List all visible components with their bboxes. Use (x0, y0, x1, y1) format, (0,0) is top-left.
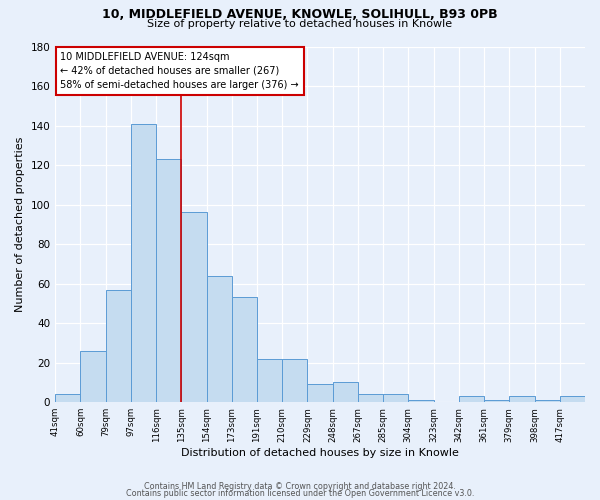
Bar (257, 358, 282, 402)
Bar (383, 394, 409, 402)
Text: Size of property relative to detached houses in Knowle: Size of property relative to detached ho… (148, 19, 452, 29)
Bar (509, 396, 535, 402)
Bar (459, 396, 484, 402)
Bar (560, 396, 585, 402)
Bar (181, 212, 206, 402)
Bar (409, 400, 434, 402)
Y-axis label: Number of detached properties: Number of detached properties (15, 136, 25, 312)
Bar (156, 159, 181, 402)
Text: Contains public sector information licensed under the Open Government Licence v3: Contains public sector information licen… (126, 490, 474, 498)
Text: 10 MIDDLEFIELD AVENUE: 124sqm
← 42% of detached houses are smaller (267)
58% of : 10 MIDDLEFIELD AVENUE: 124sqm ← 42% of d… (61, 52, 299, 90)
Bar (307, 384, 332, 402)
Text: 10, MIDDLEFIELD AVENUE, KNOWLE, SOLIHULL, B93 0PB: 10, MIDDLEFIELD AVENUE, KNOWLE, SOLIHULL… (102, 8, 498, 20)
Bar (484, 400, 509, 402)
Bar (206, 276, 232, 402)
Bar (282, 358, 307, 402)
Bar (535, 400, 560, 402)
Bar (232, 298, 257, 402)
Bar (55, 394, 80, 402)
Bar (106, 290, 131, 402)
Bar (131, 124, 156, 402)
Text: Contains HM Land Registry data © Crown copyright and database right 2024.: Contains HM Land Registry data © Crown c… (144, 482, 456, 491)
X-axis label: Distribution of detached houses by size in Knowle: Distribution of detached houses by size … (181, 448, 459, 458)
Bar (332, 382, 358, 402)
Bar (358, 394, 383, 402)
Bar (80, 351, 106, 402)
